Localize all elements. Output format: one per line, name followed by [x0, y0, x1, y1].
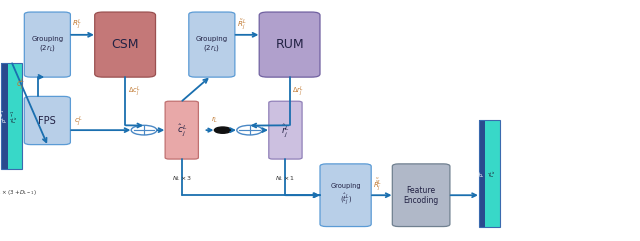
FancyBboxPatch shape	[269, 101, 302, 159]
Bar	[8, 63, 22, 169]
FancyBboxPatch shape	[165, 101, 198, 159]
Text: $\hat{c}_j^L$: $\hat{c}_j^L$	[177, 122, 187, 138]
Text: $p^{L-1}$: $p^{L-1}$	[0, 108, 10, 123]
Text: $R_j^L$: $R_j^L$	[72, 18, 83, 32]
FancyBboxPatch shape	[24, 12, 70, 77]
Text: RUM: RUM	[275, 38, 304, 51]
Text: $N_L\times3$: $N_L\times3$	[172, 174, 192, 183]
Text: $r_L$: $r_L$	[211, 115, 219, 125]
Bar	[485, 120, 500, 227]
FancyBboxPatch shape	[24, 96, 70, 145]
Bar	[479, 120, 500, 227]
Text: Grouping
$(2r_L)$: Grouping $(2r_L)$	[31, 36, 63, 53]
Bar	[1, 63, 22, 169]
FancyBboxPatch shape	[189, 12, 235, 77]
Text: $N_{L-1}\times(3+D_{L-1})$: $N_{L-1}\times(3+D_{L-1})$	[0, 188, 37, 197]
FancyBboxPatch shape	[95, 12, 156, 77]
FancyBboxPatch shape	[392, 164, 450, 227]
Text: $c_j^L$: $c_j^L$	[74, 114, 83, 129]
Text: $\Delta c_j^L$: $\Delta c_j^L$	[128, 84, 140, 99]
Text: $F_u^{L-1}$: $F_u^{L-1}$	[10, 109, 20, 123]
Circle shape	[237, 125, 262, 135]
Text: Grouping
$(2r_L)$: Grouping $(2r_L)$	[196, 36, 228, 53]
Text: $F_u^L$: $F_u^L$	[487, 170, 498, 177]
Circle shape	[131, 125, 157, 135]
Text: FPS: FPS	[38, 115, 56, 126]
Circle shape	[214, 127, 231, 133]
Text: $N_L\times1$: $N_L\times1$	[275, 174, 296, 183]
Text: $c_j^L$: $c_j^L$	[16, 76, 25, 92]
Text: CSM: CSM	[111, 38, 139, 51]
Bar	[479, 120, 485, 227]
Text: Feature
Encoding: Feature Encoding	[403, 186, 439, 205]
Text: $\hat{r}_j^L$: $\hat{r}_j^L$	[281, 122, 290, 139]
Text: Grouping
$(\hat{t}_j^L)$: Grouping $(\hat{t}_j^L)$	[330, 183, 361, 207]
FancyBboxPatch shape	[320, 164, 371, 227]
FancyBboxPatch shape	[259, 12, 320, 77]
Text: $\tilde{\tilde{R}}_j^L$: $\tilde{\tilde{R}}_j^L$	[373, 176, 383, 193]
Text: $\tilde{R}_j^L$: $\tilde{R}_j^L$	[237, 18, 246, 32]
Bar	[1, 63, 8, 169]
Text: $p^L$: $p^L$	[477, 170, 487, 177]
Text: $\Delta r_j^L$: $\Delta r_j^L$	[292, 84, 304, 99]
